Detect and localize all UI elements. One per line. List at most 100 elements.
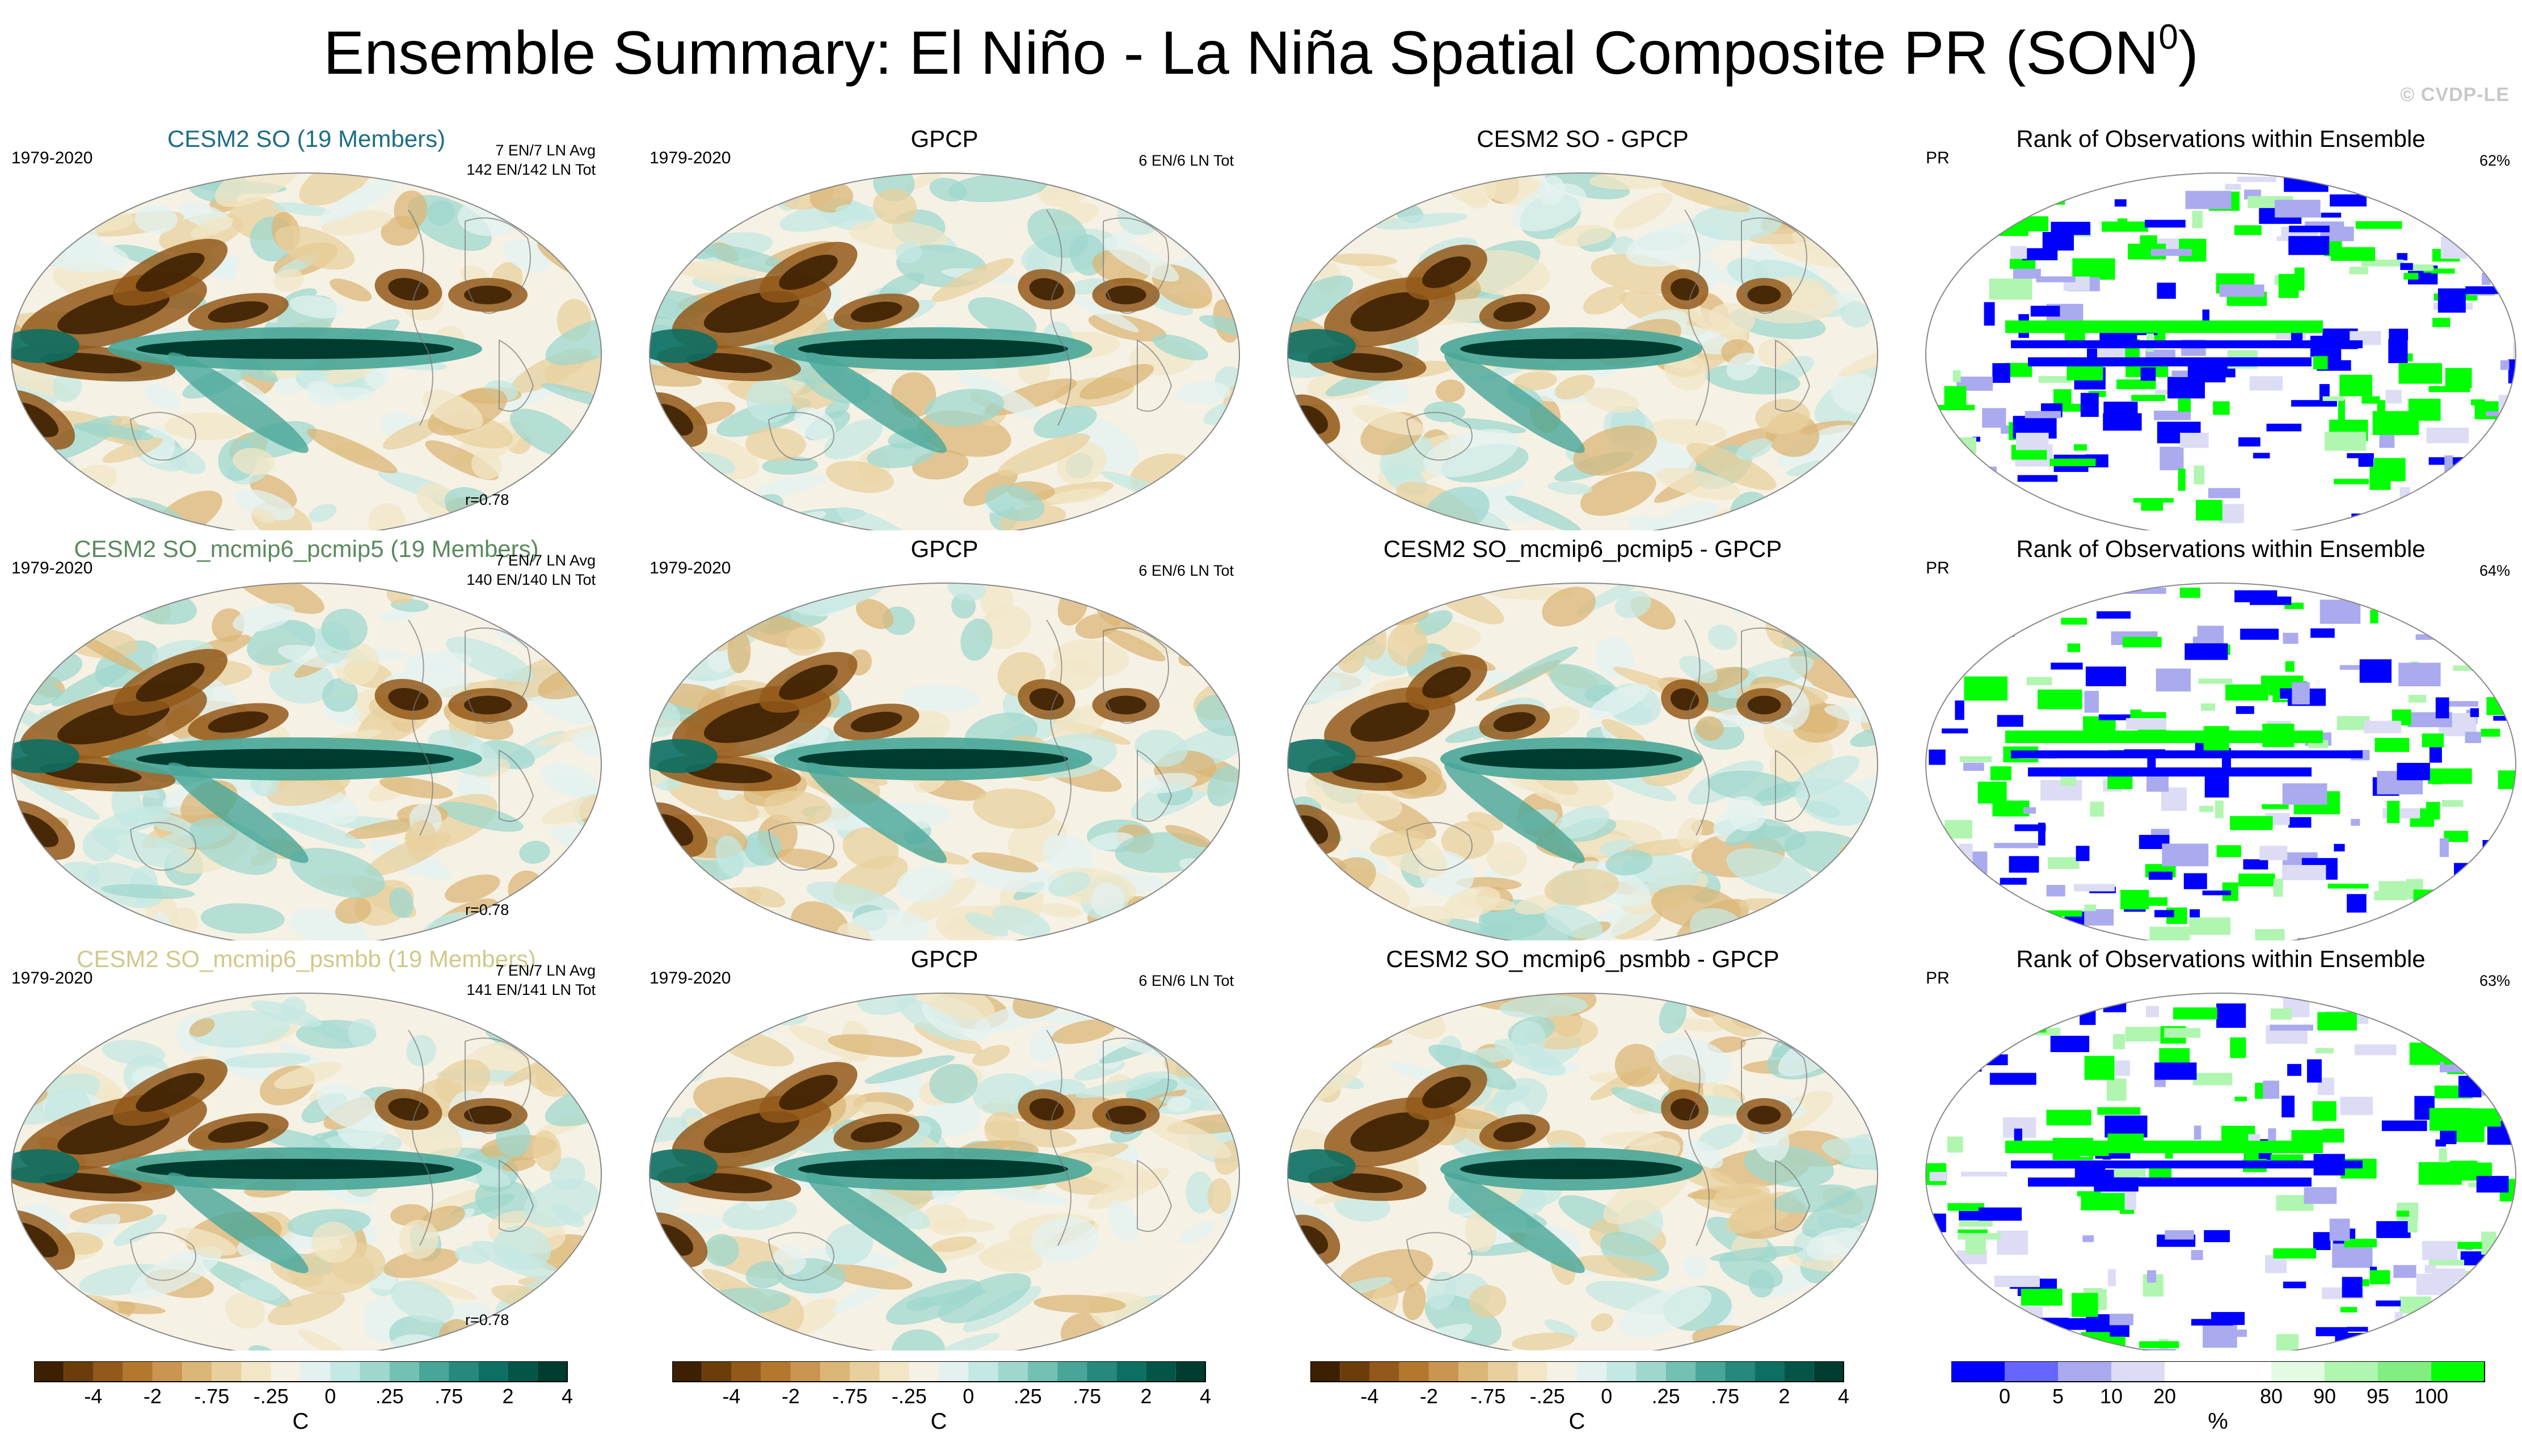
colorbar-swatch [449, 1361, 479, 1382]
colorbar-tick-label: -4 [84, 1385, 102, 1407]
colorbar-tick-label: 0 [963, 1385, 974, 1407]
colorbar-swatch [1636, 1361, 1666, 1382]
colorbar-swatch [2218, 1361, 2271, 1382]
colorbar-swatch [1755, 1361, 1785, 1382]
colorbar-swatch [1399, 1361, 1429, 1382]
colorbar-swatch [998, 1361, 1028, 1382]
rank-variable-label: PR [1926, 969, 1950, 987]
total-events-label: 140 EN/140 LN Tot [466, 571, 596, 588]
model-panel-title: CESM2 SO_mcmip6_psmbb (19 Members) [77, 946, 536, 972]
pattern-correlation-label: r=0.78 [465, 1311, 509, 1328]
colorbar-swatch [330, 1361, 360, 1382]
obs-events-label: 6 EN/6 LN Tot [1138, 152, 1234, 169]
rank-panel-title: Rank of Observations within Ensemble [2016, 125, 2426, 152]
colorbar-swatch [1310, 1361, 1340, 1382]
colorbar-tick-label: .75 [1711, 1385, 1739, 1407]
obs-map-row1 [649, 172, 1240, 530]
colorbar-swatch [1517, 1361, 1547, 1382]
colorbar-tick-label: -.25 [1530, 1385, 1565, 1407]
colorbar-tick-label: 2 [503, 1385, 514, 1407]
colorbar-tick-label: -2 [782, 1385, 800, 1407]
colorbar-swatch [271, 1361, 301, 1382]
colorbar-unit: % [2208, 1409, 2228, 1434]
colorbar-swatch [64, 1361, 94, 1382]
colorbar-swatch [790, 1361, 821, 1382]
colorbar-swatch [1087, 1361, 1117, 1382]
colorbar-swatches: -4 -2 -.75 -.25 0 .25 .75 2 4 [672, 1361, 1211, 1407]
diverging-colorbar-1: -4 -2 -.75 -.25 0 .25 .75 2 4 C [34, 1361, 601, 1435]
colorbar-swatches: -4 -2 -.75 -.25 0 .25 .75 2 4 [34, 1361, 573, 1407]
colorbar-unit: C [930, 1409, 947, 1434]
rank-panel-title: Rank of Observations within Ensemble [2016, 946, 2426, 972]
colorbar-swatch [93, 1361, 123, 1382]
title-text: Ensemble Summary: El Niño - La Niña Spat… [323, 18, 2159, 87]
colorbar-swatch [123, 1361, 153, 1382]
obs-panel-title: GPCP [910, 125, 979, 152]
colorbar-swatch [1057, 1361, 1087, 1382]
colorbar-swatches: -4 -2 -.75 -.25 0 .25 .75 2 4 [1310, 1361, 1849, 1407]
colorbar-tick-label: -.25 [892, 1385, 927, 1407]
colorbar-swatch [1428, 1361, 1459, 1382]
rank-map-row3 [1925, 993, 2516, 1351]
period-label: 1979-2020 [11, 969, 93, 987]
colorbar-tick-label: 20 [2153, 1385, 2176, 1407]
obs-period-label: 1979-2020 [650, 559, 731, 577]
panel-model-mean-row1: CESM2 SO (19 Members) 1979-2020 7 EN/7 LN … [0, 125, 613, 530]
colorbar-tick-label: 95 [2367, 1385, 2389, 1407]
colorbar-unit: C [1568, 1409, 1585, 1434]
obs-events-label: 6 EN/6 LN Tot [1138, 972, 1234, 989]
colorbar-swatch [1725, 1361, 1755, 1382]
colorbar-tick-label: 100 [2414, 1385, 2448, 1407]
colorbar-tick-label: -.75 [194, 1385, 229, 1407]
colorbar-swatch [2005, 1361, 2058, 1382]
colorbar-swatch [2431, 1361, 2485, 1382]
cvdp-watermark: © CVDP-LE [2400, 84, 2510, 105]
colorbar-tick-label: .75 [1073, 1385, 1101, 1407]
colorbar-swatch [152, 1361, 183, 1382]
rank-variable-label: PR [1926, 149, 1950, 167]
model-panel-title: CESM2 SO_mcmip6_pcmip5 (19 Members) [74, 535, 539, 562]
rank-map-row1 [1925, 172, 2516, 530]
colorbar-tick-label: -.75 [1470, 1385, 1505, 1407]
colorbar-swatch [850, 1361, 880, 1382]
colorbar-swatch [1175, 1361, 1205, 1382]
colorbar-tick-label: .25 [1014, 1385, 1042, 1407]
colorbar-tick-label: 4 [562, 1385, 573, 1407]
colorbar-swatch [34, 1361, 64, 1382]
diverging-colorbar-2: -4 -2 -.75 -.25 0 .25 .75 2 4 C [672, 1361, 1239, 1435]
colorbar-tick-label: 4 [1838, 1385, 1849, 1407]
obs-panel-title: GPCP [910, 535, 979, 562]
title-superscript: 0 [2158, 18, 2178, 57]
colorbar-tick-label: .75 [435, 1385, 463, 1407]
colorbar-tick-label: 4 [1200, 1385, 1211, 1407]
avg-events-label: 7 EN/7 LN Avg [495, 962, 596, 979]
rank-colorbar: 0 5 10 20 80 90 95 100% [1951, 1361, 2519, 1435]
colorbar-tick-label: .25 [1652, 1385, 1680, 1407]
colorbar-tick-label: 0 [324, 1385, 336, 1407]
colorbar-swatch [2271, 1361, 2325, 1382]
colorbar-unit: C [292, 1409, 309, 1434]
colorbar-tick-label: -4 [722, 1385, 740, 1407]
colorbar-swatch [389, 1361, 419, 1382]
panel-rank-row1: Rank of Observations within Ensemble PR 62… [1914, 125, 2522, 530]
colorbar-swatch [1695, 1361, 1726, 1382]
colorbar-swatch [419, 1361, 449, 1382]
avg-events-label: 7 EN/7 LN Avg [495, 552, 596, 569]
colorbar-swatch [2111, 1361, 2165, 1382]
colorbar-tick-label: 90 [2313, 1385, 2336, 1407]
colorbar-swatch [1665, 1361, 1696, 1382]
colorbar-swatch [478, 1361, 508, 1382]
pattern-correlation-label: r=0.78 [465, 901, 509, 918]
title-close: ) [2178, 18, 2199, 87]
period-label: 1979-2020 [11, 149, 93, 167]
diverging-colorbar-3: -4 -2 -.75 -.25 0 .25 .75 2 4 C [1310, 1361, 1878, 1435]
colorbar-swatch [2165, 1361, 2218, 1382]
pattern-correlation-label: r=0.78 [465, 491, 509, 508]
colorbar-swatch [2325, 1361, 2378, 1382]
panel-model-mean-row3: CESM2 SO_mcmip6_psmbb (19 Members) 1979-2… [0, 945, 613, 1351]
colorbar-swatch [1458, 1361, 1488, 1382]
difference-panel-title: CESM2 SO_mcmip6_psmbb - GPCP [1386, 946, 1779, 972]
colorbar-swatches: 0 5 10 20 80 90 95 100 [1951, 1361, 2485, 1407]
colorbar-swatch [360, 1361, 390, 1382]
colorbar-swatch [939, 1361, 969, 1382]
